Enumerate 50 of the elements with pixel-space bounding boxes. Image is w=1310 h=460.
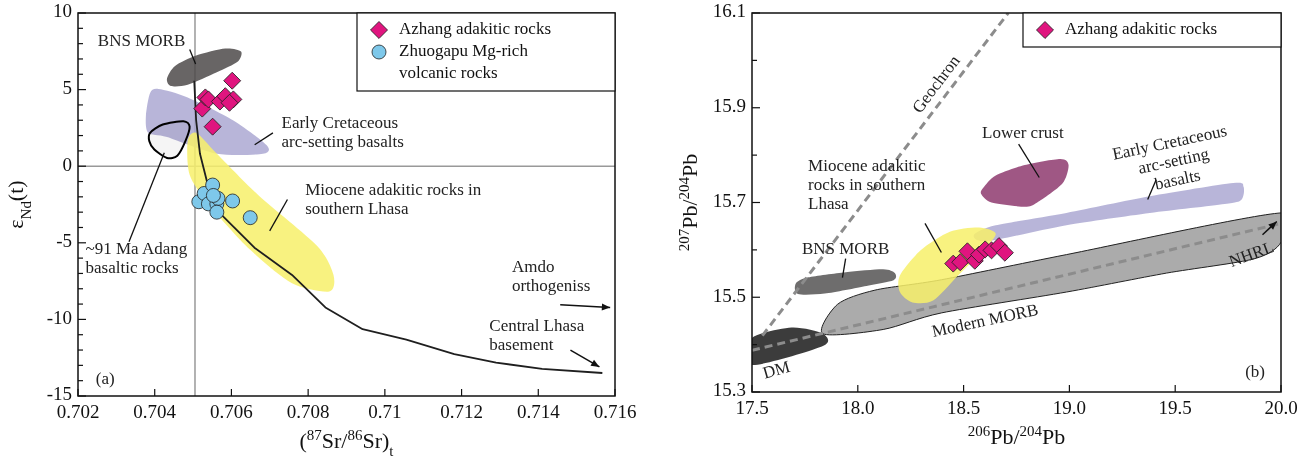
- point: [220, 93, 239, 112]
- point: [995, 243, 1014, 262]
- annotation: DM: [760, 356, 793, 383]
- annotation: (b): [1245, 361, 1265, 381]
- y-tick-label: 15.5: [712, 284, 746, 306]
- point: [225, 193, 240, 209]
- x-tick-label: 0.716: [593, 401, 637, 422]
- y-tick-label: 10: [53, 0, 72, 22]
- annotation: Early Cretaceous arc-setting basalts: [1110, 120, 1229, 194]
- x-tick-label: 0.712: [440, 401, 483, 422]
- annotation: Modern MORB: [930, 299, 1040, 341]
- legend-label: Azhang adakitic rocks: [399, 18, 551, 38]
- annotation: ~91 Ma Adang basaltic rocks: [85, 238, 188, 277]
- x-tick-label: 18.0: [841, 397, 875, 418]
- annotation: NHRL: [1226, 237, 1277, 271]
- y-tick-label: 16.1: [712, 0, 746, 22]
- line-series: [193, 79, 604, 374]
- legend-label: Azhang adakitic rocks: [1065, 18, 1217, 38]
- x-tick-label: 0.714: [516, 401, 561, 422]
- annotation: BNS MORB: [801, 239, 890, 259]
- x-tick-label: 0.706: [210, 401, 253, 422]
- x-tick-label: 19.5: [1158, 397, 1192, 418]
- annotation: Miocene adakitic rocks in southern Lhasa: [808, 156, 927, 214]
- x-tick-label: 0.704: [133, 401, 177, 422]
- y-tick-label: 15.7: [712, 189, 746, 211]
- y-tick-label: -5: [56, 230, 72, 252]
- point: [206, 188, 221, 203]
- x-tick-label: 20.0: [1264, 397, 1298, 418]
- x-tick-label: 19.0: [1052, 397, 1087, 418]
- annotation: BNS MORB: [97, 30, 186, 50]
- annotation: Miocene adakitic rocks in southern Lhasa: [305, 180, 482, 219]
- annotation: Amdo orthogeniss: [511, 257, 591, 296]
- point: [242, 210, 258, 226]
- y-tick-label: -10: [46, 306, 72, 328]
- y-tick-label: 15.9: [712, 95, 746, 117]
- annotation: Lower crust: [982, 123, 1064, 143]
- x-tick-label: 0.71: [368, 401, 402, 422]
- x-axis-title: ($^{87}$Sr/$^{86}$Sr)$_{t}$: [299, 427, 395, 459]
- legend-label: Zhuogapu Mg-rich volcanic rocks: [399, 40, 529, 82]
- x-tick-label: 18.5: [946, 397, 981, 418]
- annotation: Early Cretaceous arc-setting basalts: [281, 112, 404, 151]
- point: [951, 253, 970, 272]
- y-tick-label: 5: [62, 76, 72, 98]
- point: [209, 204, 225, 220]
- x-tick-label: 0.708: [286, 401, 330, 422]
- y-tick-label: 0: [62, 153, 72, 175]
- point: [223, 71, 242, 90]
- x-axis-title: $^{206}$Pb/$^{204}$Pb: [967, 423, 1066, 449]
- annotation: (a): [95, 368, 115, 388]
- annotation: Central Lhasa basement: [489, 315, 585, 354]
